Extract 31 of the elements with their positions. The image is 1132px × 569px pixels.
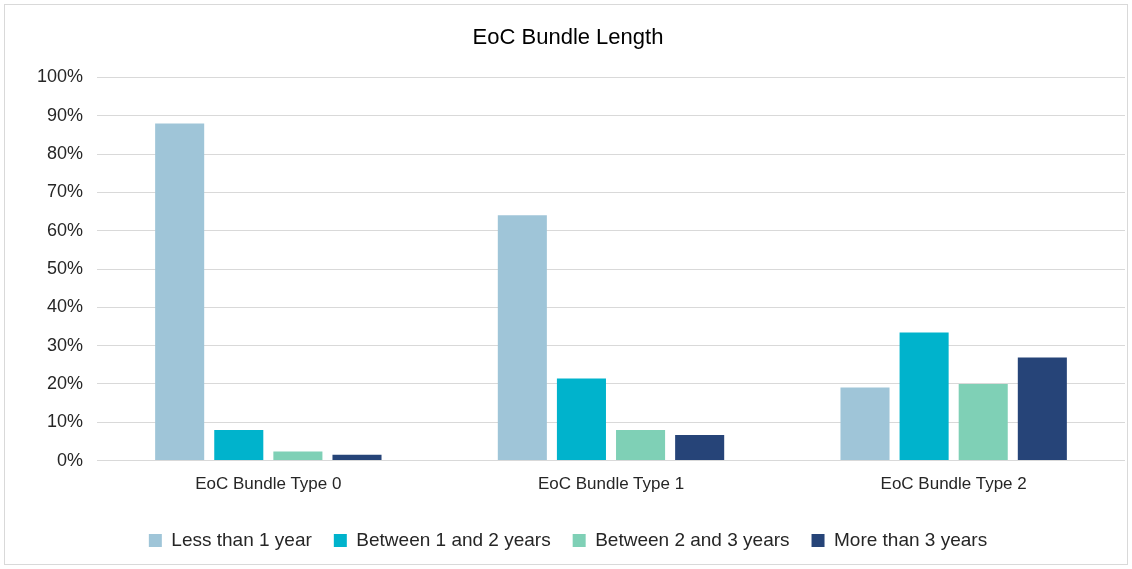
bar xyxy=(556,378,606,461)
y-tick-label: 60% xyxy=(46,219,83,240)
bar xyxy=(958,383,1008,461)
y-tick-label: 80% xyxy=(46,143,83,164)
legend-label: Between 2 and 3 years xyxy=(595,528,790,550)
bar xyxy=(273,451,323,461)
y-tick-label: 30% xyxy=(46,334,83,355)
y-tick-label: 10% xyxy=(46,411,83,432)
bar xyxy=(899,332,949,461)
x-tick-label: EoC Bundle Type 2 xyxy=(880,474,1027,494)
bar xyxy=(1017,357,1067,461)
y-tick-label: 0% xyxy=(56,449,83,470)
bar xyxy=(616,429,666,461)
legend-label: More than 3 years xyxy=(834,528,988,550)
legend-label: Between 1 and 2 years xyxy=(356,528,551,550)
y-tick-label: 20% xyxy=(46,372,83,393)
bar xyxy=(675,434,725,461)
bar xyxy=(155,123,205,461)
chart-title: EoC Bundle Length xyxy=(472,24,664,50)
y-tick-label: 100% xyxy=(36,66,83,87)
bar xyxy=(332,454,382,461)
bar xyxy=(214,429,264,461)
y-tick-label: 40% xyxy=(46,296,83,317)
x-tick-label: EoC Bundle Type 1 xyxy=(537,474,685,494)
bar xyxy=(840,387,890,461)
legend-label: Less than 1 year xyxy=(171,528,313,550)
x-tick-label: EoC Bundle Type 0 xyxy=(195,474,342,494)
bar xyxy=(497,215,547,461)
y-tick-label: 90% xyxy=(46,104,83,125)
y-tick-label: 70% xyxy=(46,181,83,202)
y-tick-label: 50% xyxy=(46,257,83,278)
